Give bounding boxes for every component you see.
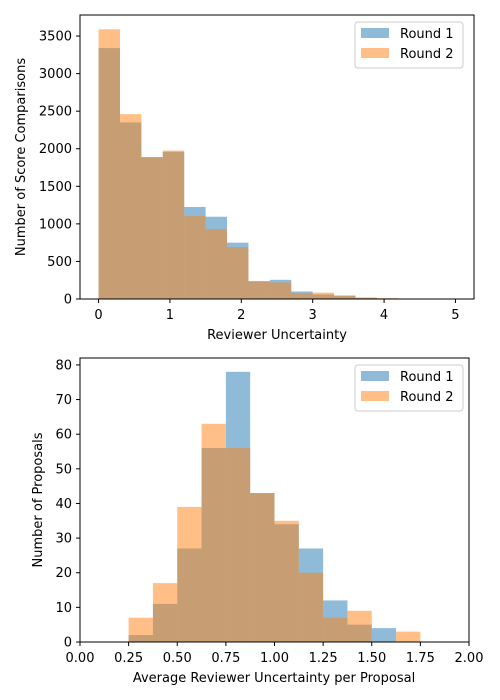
bottom-x-tick-label: 0.75 [211, 651, 240, 666]
bottom-bar-series-2-bin-5 [225, 448, 251, 642]
top-bar-series-2-bin-3 [141, 157, 163, 299]
bottom-y-tick-label: 50 [55, 462, 72, 477]
top-bar-series-2-bin-8 [248, 280, 270, 299]
bottom-bar-series-2-bin-10 [347, 610, 372, 642]
top-x-tick-label: 0 [94, 308, 102, 323]
top-x-tick-label: 4 [380, 308, 388, 323]
top-bar-series-2-bin-1 [98, 29, 120, 299]
bottom-histogram-bars [128, 371, 421, 642]
top-x-tick-label: 1 [166, 308, 174, 323]
top-legend-label-round-2: Round 2 [400, 47, 454, 62]
top-y-tick-label: 3500 [39, 30, 72, 45]
top-y-tick-label: 2000 [39, 142, 72, 157]
bottom-y-tick-label: 40 [55, 497, 72, 512]
bottom-bar-series-2-bin-6 [250, 493, 275, 642]
bottom-bar-series-2-bin-3 [177, 506, 202, 642]
bottom-y-tick-label: 20 [55, 566, 72, 581]
top-bar-series-2-bin-2 [119, 114, 142, 299]
top-bar-series-2-bin-5 [184, 215, 206, 299]
top-legend-swatch-round-1 [361, 28, 389, 38]
top-bar-series-2-bin-6 [205, 229, 228, 299]
bottom-x-tick-label: 0.25 [114, 651, 143, 666]
top-histogram: 0 1 2 3 4 5 0 500 1000 1500 2000 2500 3000 3500 Revi… [14, 14, 475, 343]
bottom-x-tick-label: 0.50 [163, 651, 192, 666]
bottom-y-ticks: 0 10 20 30 40 50 60 70 80 [55, 358, 80, 651]
top-x-tick-label: 3 [309, 308, 317, 323]
bottom-x-tick-label: 0.00 [66, 651, 95, 666]
top-x-tick-label: 2 [237, 308, 245, 323]
bottom-bar-series-2-bin-7 [274, 520, 299, 642]
top-x-tick-label: 5 [451, 308, 459, 323]
top-bar-series-2-bin-12 [334, 295, 356, 299]
bottom-bar-series-2-bin-12 [396, 631, 421, 642]
top-bar-series-2-bin-7 [227, 247, 249, 299]
bottom-bar-series-2-bin-8 [298, 572, 324, 642]
bottom-bar-series-2-bin-2 [152, 583, 178, 642]
top-legend-label-round-1: Round 1 [400, 27, 454, 42]
top-bar-series-2-bin-11 [312, 292, 335, 299]
bottom-histogram: 0.00 0.25 0.50 0.75 1.00 1.25 1.50 1.75 2.00 0 10… [31, 357, 484, 686]
bottom-legend-label-round-1: Round 1 [400, 370, 454, 385]
bottom-x-tick-label: 1.00 [260, 651, 289, 666]
top-y-tick-label: 2500 [39, 105, 72, 120]
bottom-legend-label-round-2: Round 2 [400, 390, 454, 405]
top-bar-series-2-bin-10 [291, 292, 313, 299]
bottom-x-ticks: 0.00 0.25 0.50 0.75 1.00 1.25 1.50 1.75 2.00 [66, 642, 484, 666]
bottom-bar-series-2-bin-4 [201, 423, 226, 642]
top-plot-frame [79, 14, 475, 300]
bottom-bar-series-1-bin-11 [371, 628, 397, 642]
top-y-tick-label: 1000 [39, 217, 72, 232]
bottom-bar-series-2-bin-9 [323, 617, 348, 642]
top-x-axis-label: Reviewer Uncertainty [207, 328, 347, 343]
top-bar-series-2-bin-9 [269, 282, 292, 299]
bottom-y-tick-label: 80 [55, 358, 72, 373]
top-y-tick-label: 0 [64, 293, 72, 308]
bottom-x-tick-label: 2.00 [455, 651, 484, 666]
bottom-y-tick-label: 60 [55, 428, 72, 443]
top-bar-series-2-bin-4 [162, 150, 185, 299]
bottom-y-axis-label: Number of Proposals [31, 432, 46, 567]
bottom-y-tick-label: 30 [55, 532, 72, 547]
top-y-tick-label: 3000 [39, 67, 72, 82]
top-y-ticks: 0 500 1000 1500 2000 2500 3000 3500 [39, 30, 80, 308]
top-legend-swatch-round-2 [361, 48, 389, 58]
bottom-bar-series-2-bin-1 [128, 617, 153, 642]
top-legend: Round 1 Round 2 [354, 21, 464, 69]
bottom-y-tick-label: 10 [55, 601, 72, 616]
top-y-axis-label: Number of Score Comparisons [14, 58, 29, 256]
bottom-legend-swatch-round-2 [361, 391, 389, 401]
bottom-y-tick-label: 70 [55, 393, 72, 408]
top-y-tick-label: 500 [47, 255, 72, 270]
bottom-y-tick-label: 0 [64, 636, 72, 651]
top-histogram-bars [98, 29, 463, 300]
bottom-x-axis-label: Average Reviewer Uncertainty per Proposa… [133, 671, 415, 686]
top-y-tick-label: 1500 [39, 180, 72, 195]
bottom-x-tick-label: 1.50 [357, 651, 386, 666]
bottom-x-tick-label: 1.75 [406, 651, 435, 666]
top-bar-series-2-bin-13 [355, 297, 377, 299]
top-x-ticks: 0 1 2 3 4 5 [94, 299, 460, 323]
bottom-x-tick-label: 1.25 [309, 651, 338, 666]
bottom-legend-swatch-round-1 [361, 371, 389, 381]
bottom-legend: Round 1 Round 2 [354, 364, 464, 412]
